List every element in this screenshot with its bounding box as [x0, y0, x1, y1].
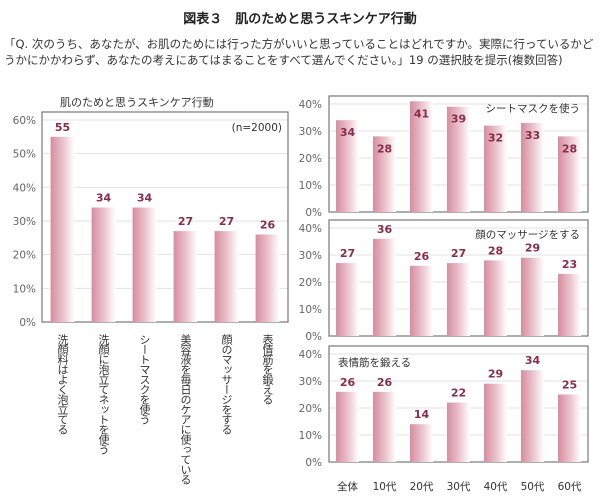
bar	[410, 101, 433, 212]
data-label: 34	[137, 192, 153, 205]
x-category-label: 洗顔に泡立てネットを使う	[97, 334, 110, 455]
bar	[373, 136, 396, 212]
y-tick-label: 20%	[13, 250, 36, 262]
question-text: 「Q. 次のうち、あなたが、お肌のためには行った方がいいと思っていることはどれで…	[4, 37, 594, 67]
data-label: 29	[488, 368, 503, 381]
bar	[521, 122, 544, 212]
chart-title: 肌のためと思うスキンケア行動	[60, 95, 214, 109]
y-tick-label: 0%	[305, 457, 322, 469]
bar	[484, 260, 507, 336]
data-label: 23	[562, 258, 577, 271]
chart-title: シートマスクを使う	[486, 102, 581, 115]
bar	[558, 273, 581, 336]
x-category-label: 30代	[447, 481, 471, 493]
data-label: 28	[377, 142, 392, 155]
bar	[410, 265, 433, 336]
y-tick-label: 10%	[299, 430, 322, 442]
data-label: 26	[377, 376, 393, 389]
x-category-label: 美容液を毎日のケアに使っている	[179, 334, 192, 485]
figure-title: 図表３ 肌のためと思うスキンケア行動	[183, 12, 417, 27]
bar	[336, 391, 359, 462]
data-label: 26	[260, 218, 276, 231]
chart-title: 顔のマッサージをする	[475, 228, 580, 241]
y-tick-label: 30%	[299, 250, 322, 262]
y-tick-label: 0%	[305, 207, 322, 219]
data-label: 14	[414, 408, 430, 421]
data-label: 34	[96, 192, 112, 205]
bar	[447, 106, 470, 212]
data-label: 55	[55, 121, 70, 134]
x-category-label: 表情筋を鍛える	[261, 333, 274, 405]
data-label: 26	[340, 376, 356, 389]
bar	[91, 207, 116, 322]
sample-size-note: (n=2000)	[232, 122, 282, 134]
y-tick-label: 20%	[299, 403, 322, 415]
bar	[132, 207, 157, 322]
x-category-label: 20代	[410, 481, 434, 493]
bar	[558, 136, 581, 212]
bar	[255, 234, 280, 322]
chart-title: 表情筋を鍛える	[338, 356, 411, 369]
y-tick-label: 30%	[299, 376, 322, 388]
bar	[373, 391, 396, 462]
data-label: 27	[219, 215, 234, 228]
x-category-label: 10代	[373, 481, 397, 493]
y-tick-label: 50%	[13, 149, 36, 161]
bar	[410, 424, 433, 462]
bar	[336, 120, 359, 212]
data-label: 22	[451, 387, 466, 400]
y-tick-label: 30%	[13, 216, 36, 228]
x-category-label: 60代	[558, 481, 582, 493]
bar	[484, 125, 507, 212]
y-tick-label: 20%	[299, 277, 322, 289]
data-label: 27	[451, 247, 466, 260]
y-tick-label: 10%	[13, 283, 36, 295]
y-tick-label: 20%	[299, 153, 322, 165]
y-tick-label: 10%	[299, 304, 322, 316]
plot-frame	[41, 111, 289, 323]
y-tick-label: 60%	[13, 115, 36, 127]
x-category-label: 全体	[337, 480, 358, 493]
bar	[521, 370, 544, 462]
data-label: 36	[377, 223, 393, 236]
data-label: 27	[340, 247, 355, 260]
data-label: 33	[525, 129, 540, 142]
data-label: 28	[488, 244, 503, 257]
y-tick-label: 40%	[299, 349, 322, 361]
y-tick-label: 0%	[19, 317, 36, 329]
data-label: 34	[340, 126, 356, 139]
x-category-label: 50代	[521, 481, 545, 493]
y-tick-label: 10%	[299, 180, 322, 192]
data-label: 28	[562, 142, 577, 155]
y-tick-label: 40%	[13, 182, 36, 194]
data-label: 32	[488, 132, 503, 145]
bar	[373, 238, 396, 336]
bar	[173, 231, 198, 322]
x-category-label: シートマスクを使う	[138, 334, 151, 425]
x-category-label: 顔のマッサージをする	[220, 333, 233, 435]
x-category-label: 40代	[484, 481, 508, 493]
data-label: 27	[178, 215, 193, 228]
data-label: 34	[525, 354, 541, 367]
data-label: 39	[451, 113, 466, 126]
bar	[50, 136, 75, 322]
data-label: 25	[562, 379, 577, 392]
y-tick-label: 0%	[305, 331, 322, 343]
data-label: 26	[414, 250, 430, 263]
bar	[214, 231, 239, 322]
data-label: 29	[525, 242, 540, 255]
bar	[336, 263, 359, 336]
bar	[558, 394, 581, 462]
data-label: 41	[414, 107, 429, 120]
y-tick-label: 30%	[299, 126, 322, 138]
bar	[521, 257, 544, 336]
x-category-label: 洗顔料はよく泡立てる	[56, 334, 69, 435]
y-tick-label: 40%	[299, 99, 322, 111]
bar	[447, 263, 470, 336]
bar	[484, 383, 507, 462]
bar	[447, 402, 470, 462]
y-tick-label: 40%	[299, 223, 322, 235]
